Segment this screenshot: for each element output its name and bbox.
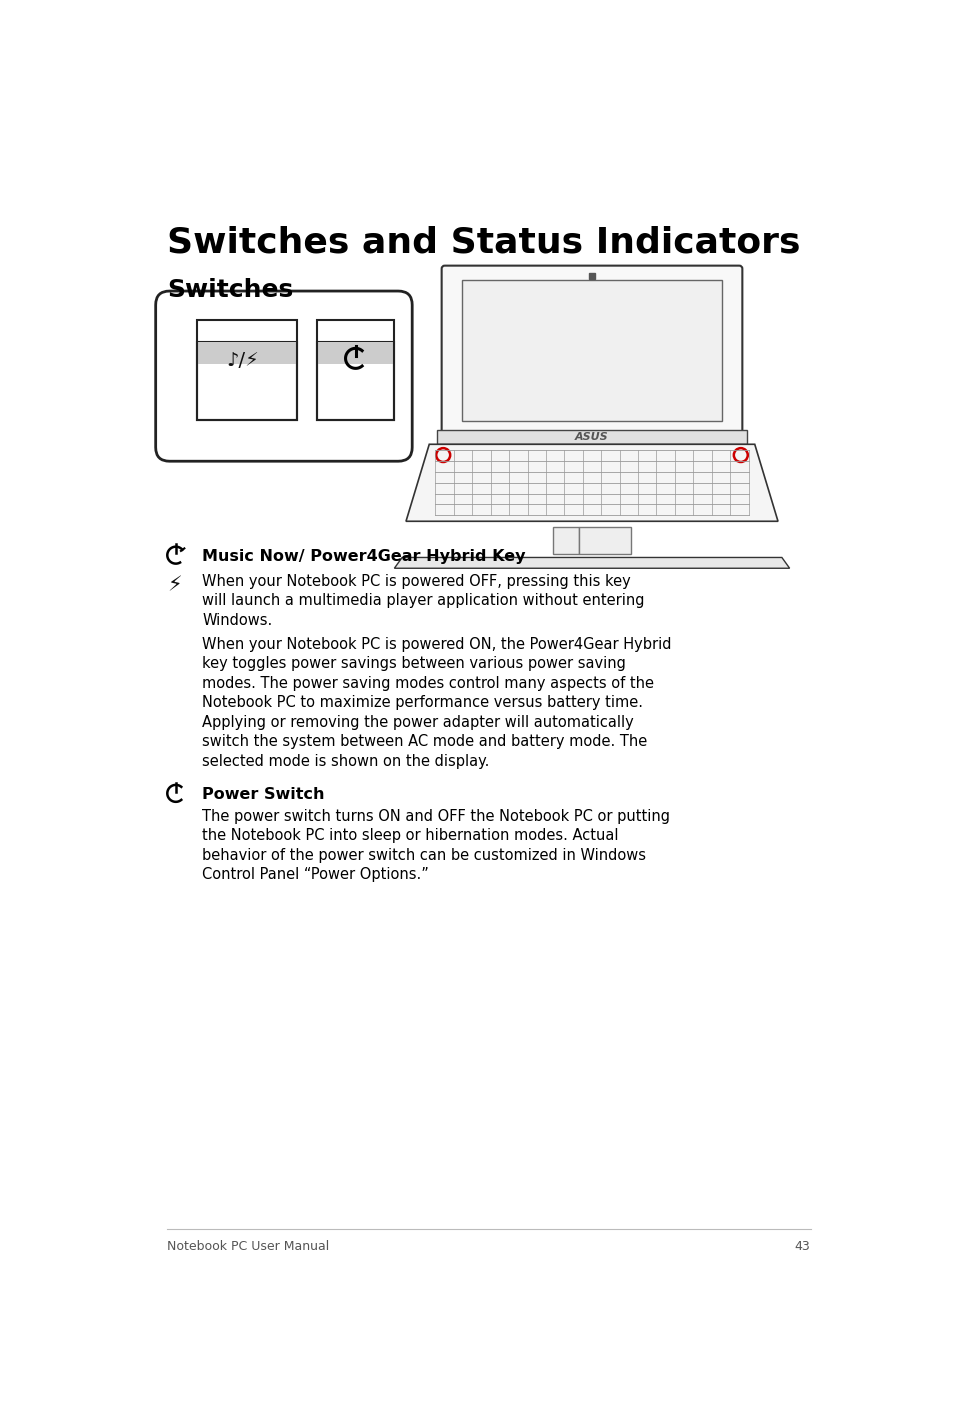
FancyBboxPatch shape xyxy=(441,265,741,434)
Text: Music Now/ Power4Gear Hybrid Key: Music Now/ Power4Gear Hybrid Key xyxy=(202,549,525,564)
Bar xyxy=(436,431,746,444)
Bar xyxy=(316,320,394,420)
Text: switch the system between AC mode and battery mode. The: switch the system between AC mode and ba… xyxy=(202,735,647,749)
Text: ASUS: ASUS xyxy=(575,432,608,442)
Bar xyxy=(461,279,721,421)
Text: Notebook PC User Manual: Notebook PC User Manual xyxy=(167,1239,329,1252)
Bar xyxy=(196,342,297,420)
Bar xyxy=(196,320,297,420)
Text: Control Panel “Power Options.”: Control Panel “Power Options.” xyxy=(202,868,429,882)
Text: the Notebook PC into sleep or hibernation modes. Actual: the Notebook PC into sleep or hibernatio… xyxy=(202,828,618,844)
Text: key toggles power savings between various power saving: key toggles power savings between variou… xyxy=(202,657,625,671)
Text: Applying or removing the power adapter will automatically: Applying or removing the power adapter w… xyxy=(202,715,633,730)
Polygon shape xyxy=(406,444,778,522)
Text: Notebook PC to maximize performance versus battery time.: Notebook PC to maximize performance vers… xyxy=(202,695,642,710)
FancyBboxPatch shape xyxy=(553,527,578,554)
Text: ⚡: ⚡ xyxy=(167,576,182,596)
Text: modes. The power saving modes control many aspects of the: modes. The power saving modes control ma… xyxy=(202,676,654,691)
Text: behavior of the power switch can be customized in Windows: behavior of the power switch can be cust… xyxy=(202,848,645,862)
Text: will launch a multimedia player application without entering: will launch a multimedia player applicat… xyxy=(202,593,644,608)
Text: Windows.: Windows. xyxy=(202,613,273,628)
Polygon shape xyxy=(394,557,789,569)
Text: Switches and Status Indicators: Switches and Status Indicators xyxy=(167,225,800,259)
Text: The power switch turns ON and OFF the Notebook PC or putting: The power switch turns ON and OFF the No… xyxy=(202,808,669,824)
Bar xyxy=(316,342,394,420)
FancyBboxPatch shape xyxy=(155,291,412,461)
Text: Power Switch: Power Switch xyxy=(202,787,324,803)
Text: selected mode is shown on the display.: selected mode is shown on the display. xyxy=(202,754,489,769)
Text: When your Notebook PC is powered OFF, pressing this key: When your Notebook PC is powered OFF, pr… xyxy=(202,574,630,588)
Text: 43: 43 xyxy=(794,1239,810,1252)
Text: ♪/⚡: ♪/⚡ xyxy=(227,350,259,370)
Bar xyxy=(196,342,297,364)
Text: Switches: Switches xyxy=(167,278,294,302)
FancyBboxPatch shape xyxy=(578,527,630,554)
Bar xyxy=(316,342,394,364)
Text: When your Notebook PC is powered ON, the Power4Gear Hybrid: When your Notebook PC is powered ON, the… xyxy=(202,637,671,652)
